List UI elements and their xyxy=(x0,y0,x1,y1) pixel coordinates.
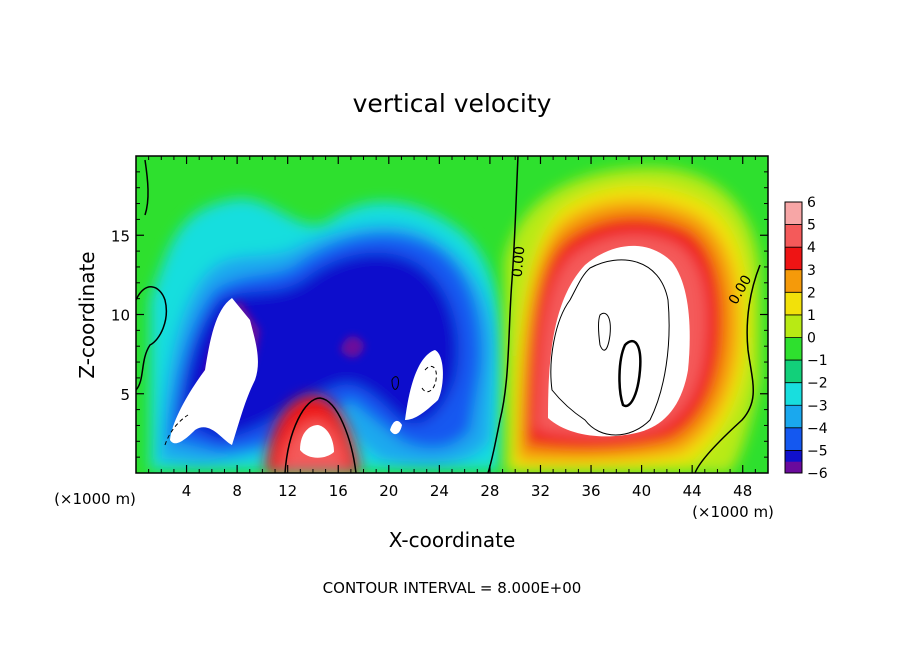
colorbar-swatch xyxy=(785,202,802,225)
y-tick-label: 10 xyxy=(111,307,130,325)
contour-interval-footer: CONTOUR INTERVAL = 8.000E+00 xyxy=(323,579,582,597)
colorbar-label: 4 xyxy=(807,240,816,256)
colorbar-swatch xyxy=(785,247,802,270)
chart-title: vertical velocity xyxy=(353,89,552,118)
x-tick-label: 16 xyxy=(329,482,348,500)
colorbar-label: 6 xyxy=(807,195,816,211)
colorbar-label: −2 xyxy=(807,376,828,392)
colorbar-label: 2 xyxy=(807,285,816,301)
x-tick-label: 36 xyxy=(581,482,600,500)
colorbar-label: 3 xyxy=(807,263,816,279)
x-tick-label: 40 xyxy=(632,482,651,500)
colorbar-swatch xyxy=(785,314,802,338)
colorbar: 6 5 4 3 2 1 0 −1 −2 −3 −4 −5 −6 xyxy=(784,195,828,482)
y-unit-label: (×1000 m) xyxy=(54,490,136,508)
colorbar-label: −6 xyxy=(807,466,828,482)
colorbar-swatch xyxy=(785,360,802,383)
colorbar-swatch xyxy=(785,337,802,361)
y-tick-label: 5 xyxy=(120,386,130,404)
x-tick-label: 20 xyxy=(379,482,398,500)
contour-lines xyxy=(136,156,761,473)
x-unit-label: (×1000 m) xyxy=(692,503,774,521)
x-tick-label: 8 xyxy=(232,482,242,500)
colorbar-swatch xyxy=(785,461,802,473)
y-axis-label: Z-coordinate xyxy=(75,251,99,378)
heatmap-field xyxy=(136,156,768,473)
colorbar-label: −4 xyxy=(807,421,828,437)
x-tick-label: 48 xyxy=(733,482,752,500)
contour-label: 0.00 xyxy=(510,245,529,277)
y-tick-label: 15 xyxy=(111,227,130,245)
x-tick-label: 4 xyxy=(182,482,192,500)
colorbar-swatch xyxy=(785,292,802,315)
x-tick-label: 32 xyxy=(531,482,550,500)
colorbar-swatch xyxy=(785,427,802,451)
x-tick-label: 24 xyxy=(430,482,449,500)
colorbar-swatch xyxy=(785,405,802,428)
x-axis-label: X-coordinate xyxy=(389,528,516,552)
x-tick-label: 28 xyxy=(480,482,499,500)
colorbar-label: 0 xyxy=(807,331,816,347)
x-axis: 4 8 12 16 20 24 28 32 36 40 44 48 xyxy=(148,156,756,500)
x-tick-label: 44 xyxy=(683,482,702,500)
colorbar-label: −5 xyxy=(807,443,828,459)
x-tick-label: 12 xyxy=(278,482,297,500)
colorbar-label: 1 xyxy=(807,308,816,324)
colorbar-swatch xyxy=(785,269,802,293)
colorbar-swatch xyxy=(785,382,802,406)
colorbar-swatch xyxy=(785,224,802,248)
colorbar-label: −3 xyxy=(807,398,828,414)
y-axis: 5 10 15 xyxy=(111,171,768,458)
colorbar-label: 5 xyxy=(807,218,816,234)
colorbar-label: −1 xyxy=(807,353,828,369)
